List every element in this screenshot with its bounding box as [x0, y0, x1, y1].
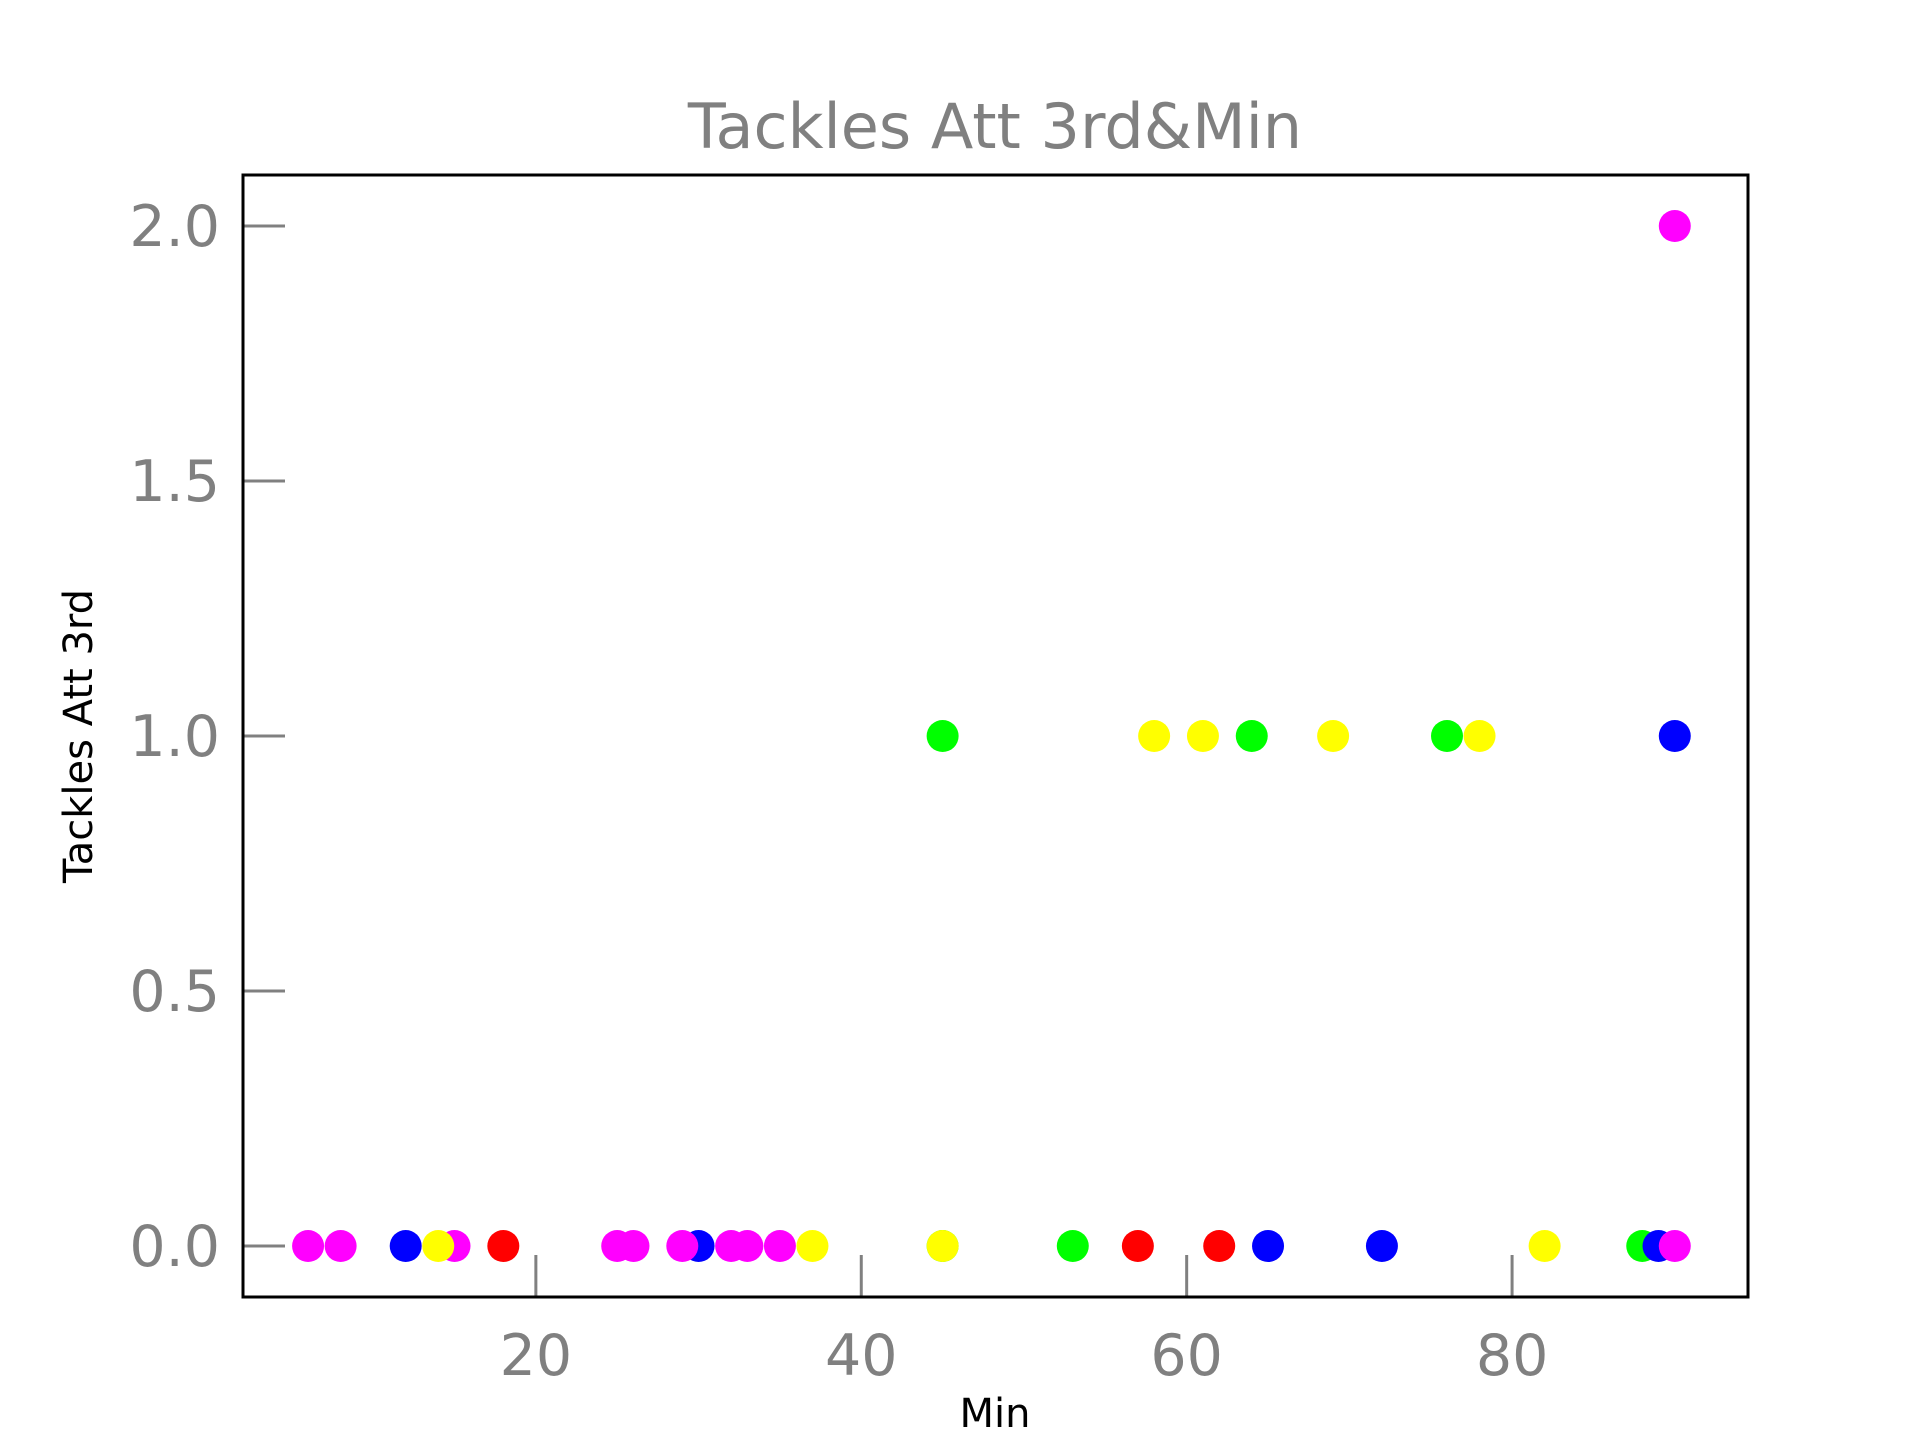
data-point-magenta	[292, 1230, 325, 1262]
y-tick-label: 2.0	[129, 194, 220, 260]
x-tick-label: 40	[825, 1323, 898, 1389]
data-point-yellow	[1317, 720, 1350, 752]
data-point-red	[1121, 1230, 1154, 1262]
x-tick-label: 20	[500, 1323, 573, 1389]
data-point-green	[1235, 720, 1268, 752]
data-point-blue	[1658, 720, 1691, 752]
data-point-red	[1203, 1230, 1236, 1262]
data-point-magenta	[1658, 210, 1691, 242]
data-point-yellow	[926, 1230, 959, 1262]
y-tick-label: 0.5	[129, 959, 220, 1025]
data-point-magenta	[1658, 1230, 1691, 1262]
y-axis-label: Tackles Att 3rd	[56, 589, 102, 884]
chart-title: Tackles Att 3rd&Min	[687, 90, 1302, 163]
data-point-yellow	[1528, 1230, 1561, 1262]
data-point-blue	[389, 1230, 422, 1262]
data-point-blue	[1365, 1230, 1398, 1262]
data-points	[292, 210, 1691, 1262]
data-point-green	[1056, 1230, 1089, 1262]
data-point-yellow	[1138, 720, 1171, 752]
data-point-magenta	[731, 1230, 764, 1262]
data-point-yellow	[1186, 720, 1219, 752]
x-tick-label: 60	[1150, 1323, 1223, 1389]
data-point-yellow	[1463, 720, 1496, 752]
data-point-blue	[1252, 1230, 1285, 1262]
y-tick-label: 1.0	[129, 704, 220, 770]
data-point-magenta	[763, 1230, 796, 1262]
x-tick-label: 80	[1476, 1323, 1549, 1389]
data-point-green	[1431, 720, 1463, 752]
data-point-magenta	[666, 1230, 699, 1262]
data-point-yellow	[796, 1230, 829, 1262]
data-point-magenta	[324, 1230, 357, 1262]
plot-frame	[241, 173, 1750, 1299]
data-point-green	[926, 720, 959, 752]
x-axis-label: Min	[960, 1391, 1031, 1437]
data-point-red	[487, 1230, 520, 1262]
y-tick-label: 0.0	[129, 1214, 220, 1280]
y-tick-label: 1.5	[129, 449, 220, 515]
data-point-magenta	[617, 1230, 650, 1262]
axis-ticks: 20 40 60 80 0.0 0.5 1.0 1.5 2.0	[129, 194, 1548, 1389]
data-point-yellow	[422, 1230, 455, 1262]
